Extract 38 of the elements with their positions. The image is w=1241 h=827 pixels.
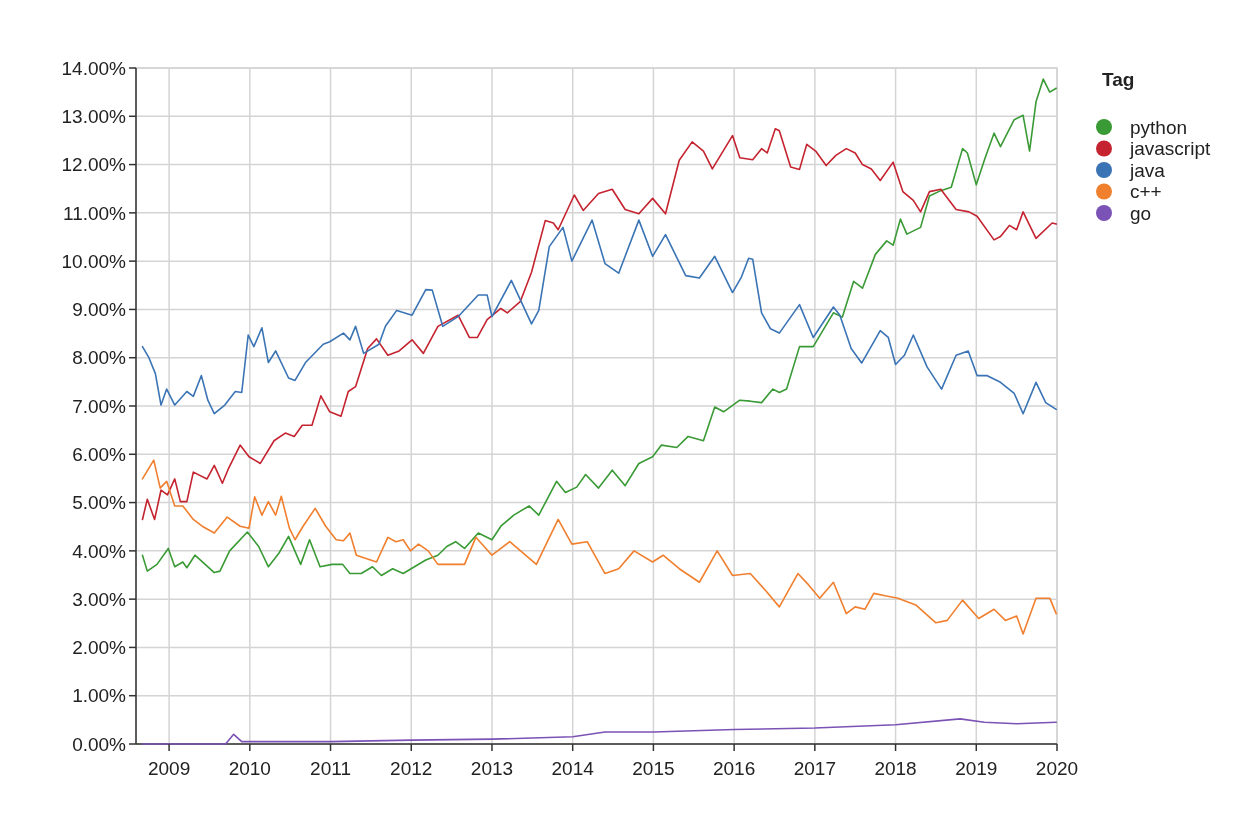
y-tick-label: 7.00% bbox=[72, 395, 127, 417]
x-tick-label: 2019 bbox=[955, 758, 998, 779]
x-tick-label: 2015 bbox=[632, 758, 675, 779]
x-tick-label: 2011 bbox=[310, 758, 351, 779]
y-tick-label: 8.00% bbox=[72, 347, 127, 369]
legend-label: python bbox=[1130, 116, 1188, 138]
x-tick-label: 2017 bbox=[793, 758, 836, 779]
x-tick-label: 2018 bbox=[874, 758, 917, 779]
legend-label: javascript bbox=[1129, 138, 1211, 160]
y-tick-label: 1.00% bbox=[72, 685, 127, 707]
y-tick-label: 5.00% bbox=[72, 492, 127, 514]
y-tick-label: 3.00% bbox=[72, 588, 127, 610]
legend-label: java bbox=[1129, 159, 1166, 181]
line-series bbox=[141, 718, 1057, 745]
x-tick-label: 2012 bbox=[390, 758, 433, 779]
x-tick-label: 2014 bbox=[551, 758, 595, 779]
x-tick-label: 2013 bbox=[470, 758, 514, 779]
y-tick-label: 0.00% bbox=[72, 733, 127, 755]
y-tick-label: 13.00% bbox=[61, 105, 127, 127]
legend-label: c++ bbox=[1130, 181, 1162, 203]
y-tick-label: 10.00% bbox=[61, 250, 127, 272]
x-tick-label: 2016 bbox=[712, 758, 756, 779]
y-tick-label: 2.00% bbox=[72, 637, 127, 659]
x-tick-label: 2010 bbox=[228, 758, 271, 779]
legend-label: go bbox=[1130, 202, 1152, 224]
y-tick-label: 12.00% bbox=[61, 154, 127, 176]
y-tick-label: 9.00% bbox=[72, 299, 127, 321]
y-tick-label: 11.00% bbox=[62, 202, 127, 224]
y-tick-label: 6.00% bbox=[72, 443, 127, 465]
y-tick-label: 4.00% bbox=[72, 540, 127, 562]
line-series bbox=[141, 219, 1057, 415]
line-series bbox=[141, 459, 1057, 635]
line-series bbox=[141, 78, 1057, 577]
legend-title: Tag bbox=[1102, 69, 1135, 90]
line-series bbox=[141, 128, 1057, 521]
y-tick-label: 14.00% bbox=[61, 57, 127, 79]
x-tick-label: 2009 bbox=[147, 758, 191, 779]
x-tick-label: 2020 bbox=[1035, 758, 1079, 779]
